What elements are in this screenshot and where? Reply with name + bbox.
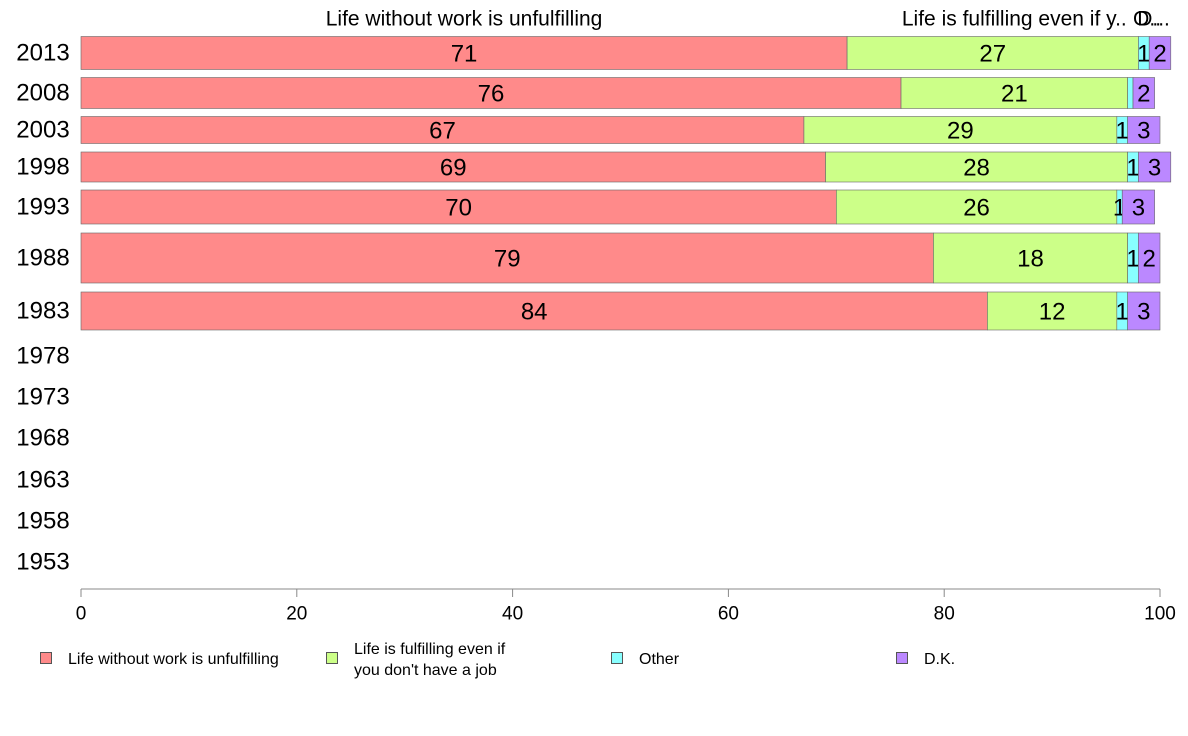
data-label-1983-series-1: 12 bbox=[1039, 299, 1066, 326]
data-label-2003-series-0: 67 bbox=[429, 118, 456, 145]
data-label-2008-series-3: 2 bbox=[1137, 81, 1150, 108]
series-header-2: O.. bbox=[1133, 8, 1161, 31]
data-label-2013-series-1: 27 bbox=[979, 41, 1006, 68]
legend-item-0: Life without work is unfulfilling bbox=[40, 638, 279, 670]
data-label-1988-series-1: 18 bbox=[1017, 246, 1044, 273]
category-label-1983: 1983 bbox=[16, 298, 69, 325]
x-tick-label-80: 80 bbox=[934, 604, 955, 625]
legend-label-2: Other bbox=[639, 651, 680, 668]
bar-1993-series-0 bbox=[80, 189, 837, 225]
category-label-1953: 1953 bbox=[16, 549, 69, 576]
bar-2008-series-2 bbox=[1127, 77, 1134, 109]
series-header-3: D... bbox=[1137, 8, 1170, 31]
bar-1988-series-1 bbox=[933, 232, 1128, 284]
data-label-2003-series-2: 1 bbox=[1116, 118, 1129, 145]
bar-2013-series-1 bbox=[846, 36, 1139, 70]
data-label-1988-series-2: 1 bbox=[1126, 246, 1139, 273]
category-label-1978: 1978 bbox=[16, 343, 69, 370]
bar-1988-series-3 bbox=[1138, 232, 1161, 284]
x-tick-label-100: 100 bbox=[1144, 604, 1176, 625]
data-label-2008-series-1: 21 bbox=[1001, 81, 1028, 108]
bar-1988-series-0 bbox=[80, 232, 934, 284]
bar-1993-series-3 bbox=[1121, 189, 1155, 225]
data-label-1983-series-2: 1 bbox=[1116, 299, 1129, 326]
data-label-1993-series-0: 70 bbox=[445, 195, 472, 222]
bar-2013-series-3 bbox=[1148, 36, 1172, 70]
data-label-2003-series-1: 29 bbox=[947, 118, 974, 145]
chart-area: 2013200820031998199319881983197819731968… bbox=[16, 8, 1176, 625]
bar-2003-series-0 bbox=[80, 116, 805, 144]
legend-item-1: Life is fulfilling even if you don't hav… bbox=[326, 638, 505, 681]
bar-2003-series-1 bbox=[803, 116, 1118, 144]
data-label-1983-series-0: 84 bbox=[521, 299, 548, 326]
legend-swatch-1 bbox=[326, 652, 338, 664]
data-label-1993-series-1: 26 bbox=[963, 195, 990, 222]
legend-item-2: Other bbox=[611, 638, 679, 670]
data-label-1988-series-0: 79 bbox=[494, 246, 521, 273]
bar-1983-series-3 bbox=[1127, 291, 1161, 331]
category-label-1998: 1998 bbox=[16, 154, 69, 181]
legend-item-3: D.K. bbox=[896, 638, 955, 670]
x-tick-label-40: 40 bbox=[502, 604, 523, 625]
bar-1998-series-1 bbox=[825, 151, 1128, 183]
x-tick-label-0: 0 bbox=[76, 604, 87, 625]
series-header-0: Life without work is unfulfilling bbox=[326, 8, 603, 31]
legend-swatch-3 bbox=[896, 652, 908, 664]
category-label-1993: 1993 bbox=[16, 194, 69, 221]
category-label-1973: 1973 bbox=[16, 384, 69, 411]
category-label-1963: 1963 bbox=[16, 467, 69, 494]
bar-2008-series-3 bbox=[1132, 77, 1155, 109]
category-label-2003: 2003 bbox=[16, 117, 69, 144]
series-header-1: Life is fulfilling even if y.. bbox=[902, 8, 1127, 31]
legend-swatch-0 bbox=[40, 652, 52, 664]
bar-2003-series-3 bbox=[1127, 116, 1161, 144]
category-label-1958: 1958 bbox=[16, 508, 69, 535]
bar-1998-series-3 bbox=[1138, 151, 1172, 183]
category-label-2013: 2013 bbox=[16, 40, 69, 67]
bar-2008-series-1 bbox=[900, 77, 1128, 109]
data-label-1998-series-0: 69 bbox=[440, 155, 467, 182]
legend: Life without work is unfulfilling Life is… bbox=[40, 638, 1160, 688]
bar-2008-series-0 bbox=[80, 77, 902, 109]
category-label-1968: 1968 bbox=[16, 425, 69, 452]
data-label-2008-series-0: 76 bbox=[478, 81, 505, 108]
bar-1993-series-1 bbox=[835, 189, 1118, 225]
data-label-1983-series-3: 3 bbox=[1137, 299, 1150, 326]
data-label-2003-series-3: 3 bbox=[1137, 118, 1150, 145]
legend-label-0: Life without work is unfulfilling bbox=[68, 651, 279, 668]
category-label-2008: 2008 bbox=[16, 80, 69, 107]
category-label-1988: 1988 bbox=[16, 245, 69, 272]
data-label-1993-series-3: 3 bbox=[1132, 195, 1145, 222]
data-label-2013-series-3: 2 bbox=[1153, 41, 1166, 68]
data-label-1998-series-1: 28 bbox=[963, 155, 990, 182]
bar-1998-series-0 bbox=[80, 151, 826, 183]
bar-2013-series-0 bbox=[80, 36, 848, 70]
data-label-1988-series-3: 2 bbox=[1143, 246, 1156, 273]
legend-label-1: Life is fulfilling even if you don't hav… bbox=[354, 641, 506, 679]
legend-label-3: D.K. bbox=[924, 651, 956, 668]
legend-swatch-2 bbox=[611, 652, 623, 664]
data-label-1998-series-2: 1 bbox=[1126, 155, 1139, 182]
x-tick-label-60: 60 bbox=[718, 604, 739, 625]
data-label-2013-series-2: 1 bbox=[1137, 41, 1150, 68]
data-label-1998-series-3: 3 bbox=[1148, 155, 1161, 182]
data-label-2013-series-0: 71 bbox=[451, 41, 478, 68]
x-tick-label-20: 20 bbox=[286, 604, 307, 625]
